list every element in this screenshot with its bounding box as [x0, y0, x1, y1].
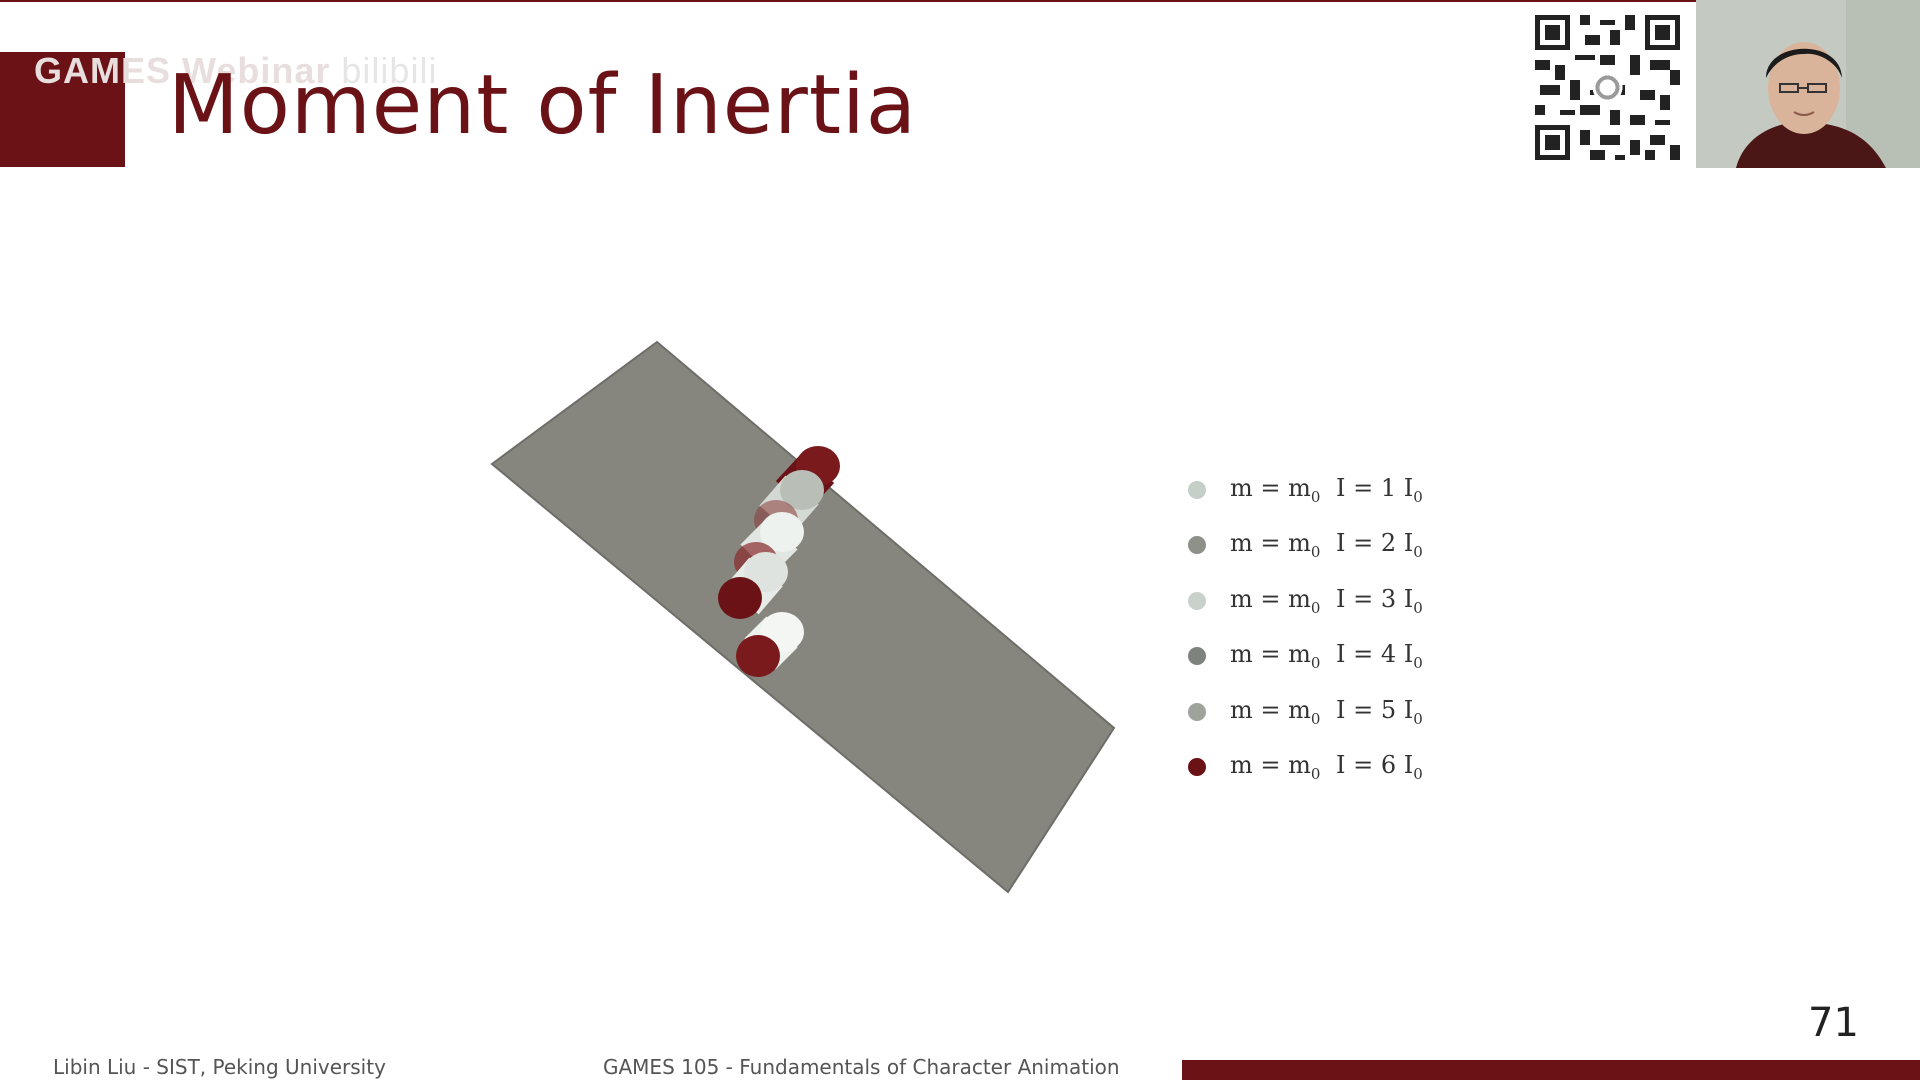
- legend-mass: m = m0: [1230, 529, 1321, 562]
- legend-dot: [1188, 536, 1206, 555]
- watermark: GAMES Webinar bilibili: [34, 50, 437, 92]
- legend-inertia: I = 1 I0: [1336, 473, 1423, 506]
- legend: m = m0 I = 1 I0 m = m0 I = 2 I0 m = m0 I…: [1188, 462, 1423, 795]
- legend-mass: m = m0: [1230, 695, 1321, 728]
- cylinder-1: [736, 612, 804, 677]
- page-number: 71: [1808, 1000, 1859, 1046]
- cylinder-2: [718, 552, 788, 619]
- legend-item: m = m0 I = 6 I0: [1188, 740, 1423, 796]
- legend-item: m = m0 I = 1 I0: [1188, 462, 1423, 518]
- legend-dot: [1188, 758, 1206, 777]
- legend-mass: m = m0: [1230, 473, 1321, 506]
- watermark-faint-text: bilibili: [341, 50, 438, 91]
- footer-course-title: GAMES 105 - Fundamentals of Character An…: [603, 1055, 1120, 1079]
- legend-inertia: I = 4 I0: [1336, 640, 1423, 673]
- simulation-scene: [490, 340, 1116, 894]
- watermark-text: GAMES Webinar: [34, 50, 331, 91]
- legend-dot: [1188, 647, 1206, 666]
- legend-item: m = m0 I = 2 I0: [1188, 518, 1423, 574]
- legend-inertia: I = 6 I0: [1336, 751, 1423, 784]
- qr-code-icon: [1530, 10, 1685, 165]
- top-border-line: [0, 0, 1920, 2]
- footer-author: Libin Liu - SIST, Peking University: [53, 1055, 386, 1079]
- legend-dot: [1188, 591, 1206, 610]
- legend-dot: [1188, 702, 1206, 721]
- legend-mass: m = m0: [1230, 584, 1321, 617]
- slide-title: Moment of Inertia: [168, 58, 918, 153]
- presenter-icon: [1696, 0, 1920, 168]
- legend-item: m = m0 I = 5 I0: [1188, 684, 1423, 740]
- legend-inertia: I = 2 I0: [1336, 529, 1423, 562]
- legend-item: m = m0 I = 3 I0: [1188, 573, 1423, 629]
- header-accent-block: [0, 52, 125, 167]
- legend-mass: m = m0: [1230, 751, 1321, 784]
- legend-inertia: I = 3 I0: [1336, 584, 1423, 617]
- legend-item: m = m0 I = 4 I0: [1188, 629, 1423, 685]
- webcam-video: [1696, 0, 1920, 168]
- legend-dot: [1188, 480, 1206, 499]
- legend-inertia: I = 5 I0: [1336, 695, 1423, 728]
- ramp-plane: [490, 340, 1116, 894]
- legend-mass: m = m0: [1230, 640, 1321, 673]
- footer-accent-bar: [1182, 1060, 1920, 1080]
